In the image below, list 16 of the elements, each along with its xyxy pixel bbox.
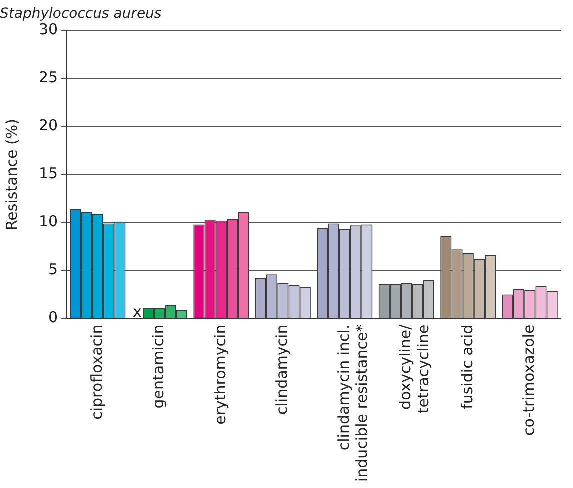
y-axis-title: Resistance (%) [2,119,21,231]
x-tick-label: clindamycin [273,324,292,415]
y-tick-label: 0 [48,308,58,327]
y-tick-label: 30 [38,20,58,39]
y-tick-label: 5 [48,260,58,279]
annotation: x [133,303,142,322]
y-tick-label: 25 [38,68,58,87]
chart-title: Staphylococcus aureus [0,6,162,22]
x-tick-label: ciprofloxacin [88,324,106,420]
x-tick-label: gentamicin [150,324,168,409]
x-tick-label: co-trimoxazole [520,324,538,436]
x-tick-label: erythromycin [211,324,230,425]
x-tick-label: fusidic acid [458,324,476,410]
y-tick-label: 20 [38,116,58,135]
y-tick-label: 15 [38,164,58,183]
y-tick-label: 10 [38,212,58,231]
